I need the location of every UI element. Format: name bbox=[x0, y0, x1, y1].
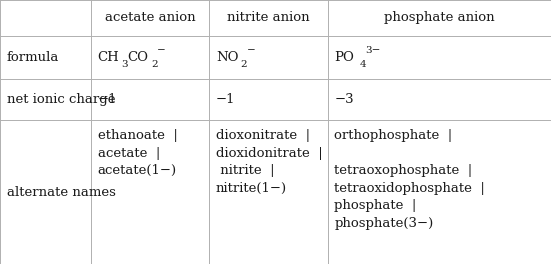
Text: nitrite anion: nitrite anion bbox=[228, 11, 310, 24]
Text: 4: 4 bbox=[359, 60, 366, 69]
Text: −3: −3 bbox=[334, 93, 354, 106]
Text: −1: −1 bbox=[98, 93, 117, 106]
Text: NO: NO bbox=[216, 51, 239, 64]
Text: formula: formula bbox=[7, 51, 59, 64]
Text: PO: PO bbox=[334, 51, 354, 64]
Text: alternate names: alternate names bbox=[7, 186, 116, 199]
Text: net ionic charge: net ionic charge bbox=[7, 93, 115, 106]
Text: acetate anion: acetate anion bbox=[105, 11, 196, 24]
Text: phosphate anion: phosphate anion bbox=[384, 11, 495, 24]
Text: 2: 2 bbox=[241, 60, 247, 69]
Text: CO: CO bbox=[127, 51, 148, 64]
Text: dioxonitrate  |
dioxidonitrate  |
 nitrite  |
nitrite(1−): dioxonitrate | dioxidonitrate | nitrite … bbox=[216, 129, 323, 195]
Text: 2: 2 bbox=[151, 60, 158, 69]
Text: orthophosphate  |

tetraoxophosphate  |
tetraoxidophosphate  |
phosphate  |
phos: orthophosphate | tetraoxophosphate | tet… bbox=[334, 129, 485, 230]
Text: CH: CH bbox=[98, 51, 119, 64]
Text: ethanoate  |
acetate  |
acetate(1−): ethanoate | acetate | acetate(1−) bbox=[98, 129, 177, 177]
Text: 3: 3 bbox=[121, 60, 128, 69]
Text: 3−: 3− bbox=[365, 45, 381, 55]
Text: −: − bbox=[157, 45, 166, 55]
Text: −: − bbox=[247, 45, 256, 55]
Text: −1: −1 bbox=[216, 93, 235, 106]
